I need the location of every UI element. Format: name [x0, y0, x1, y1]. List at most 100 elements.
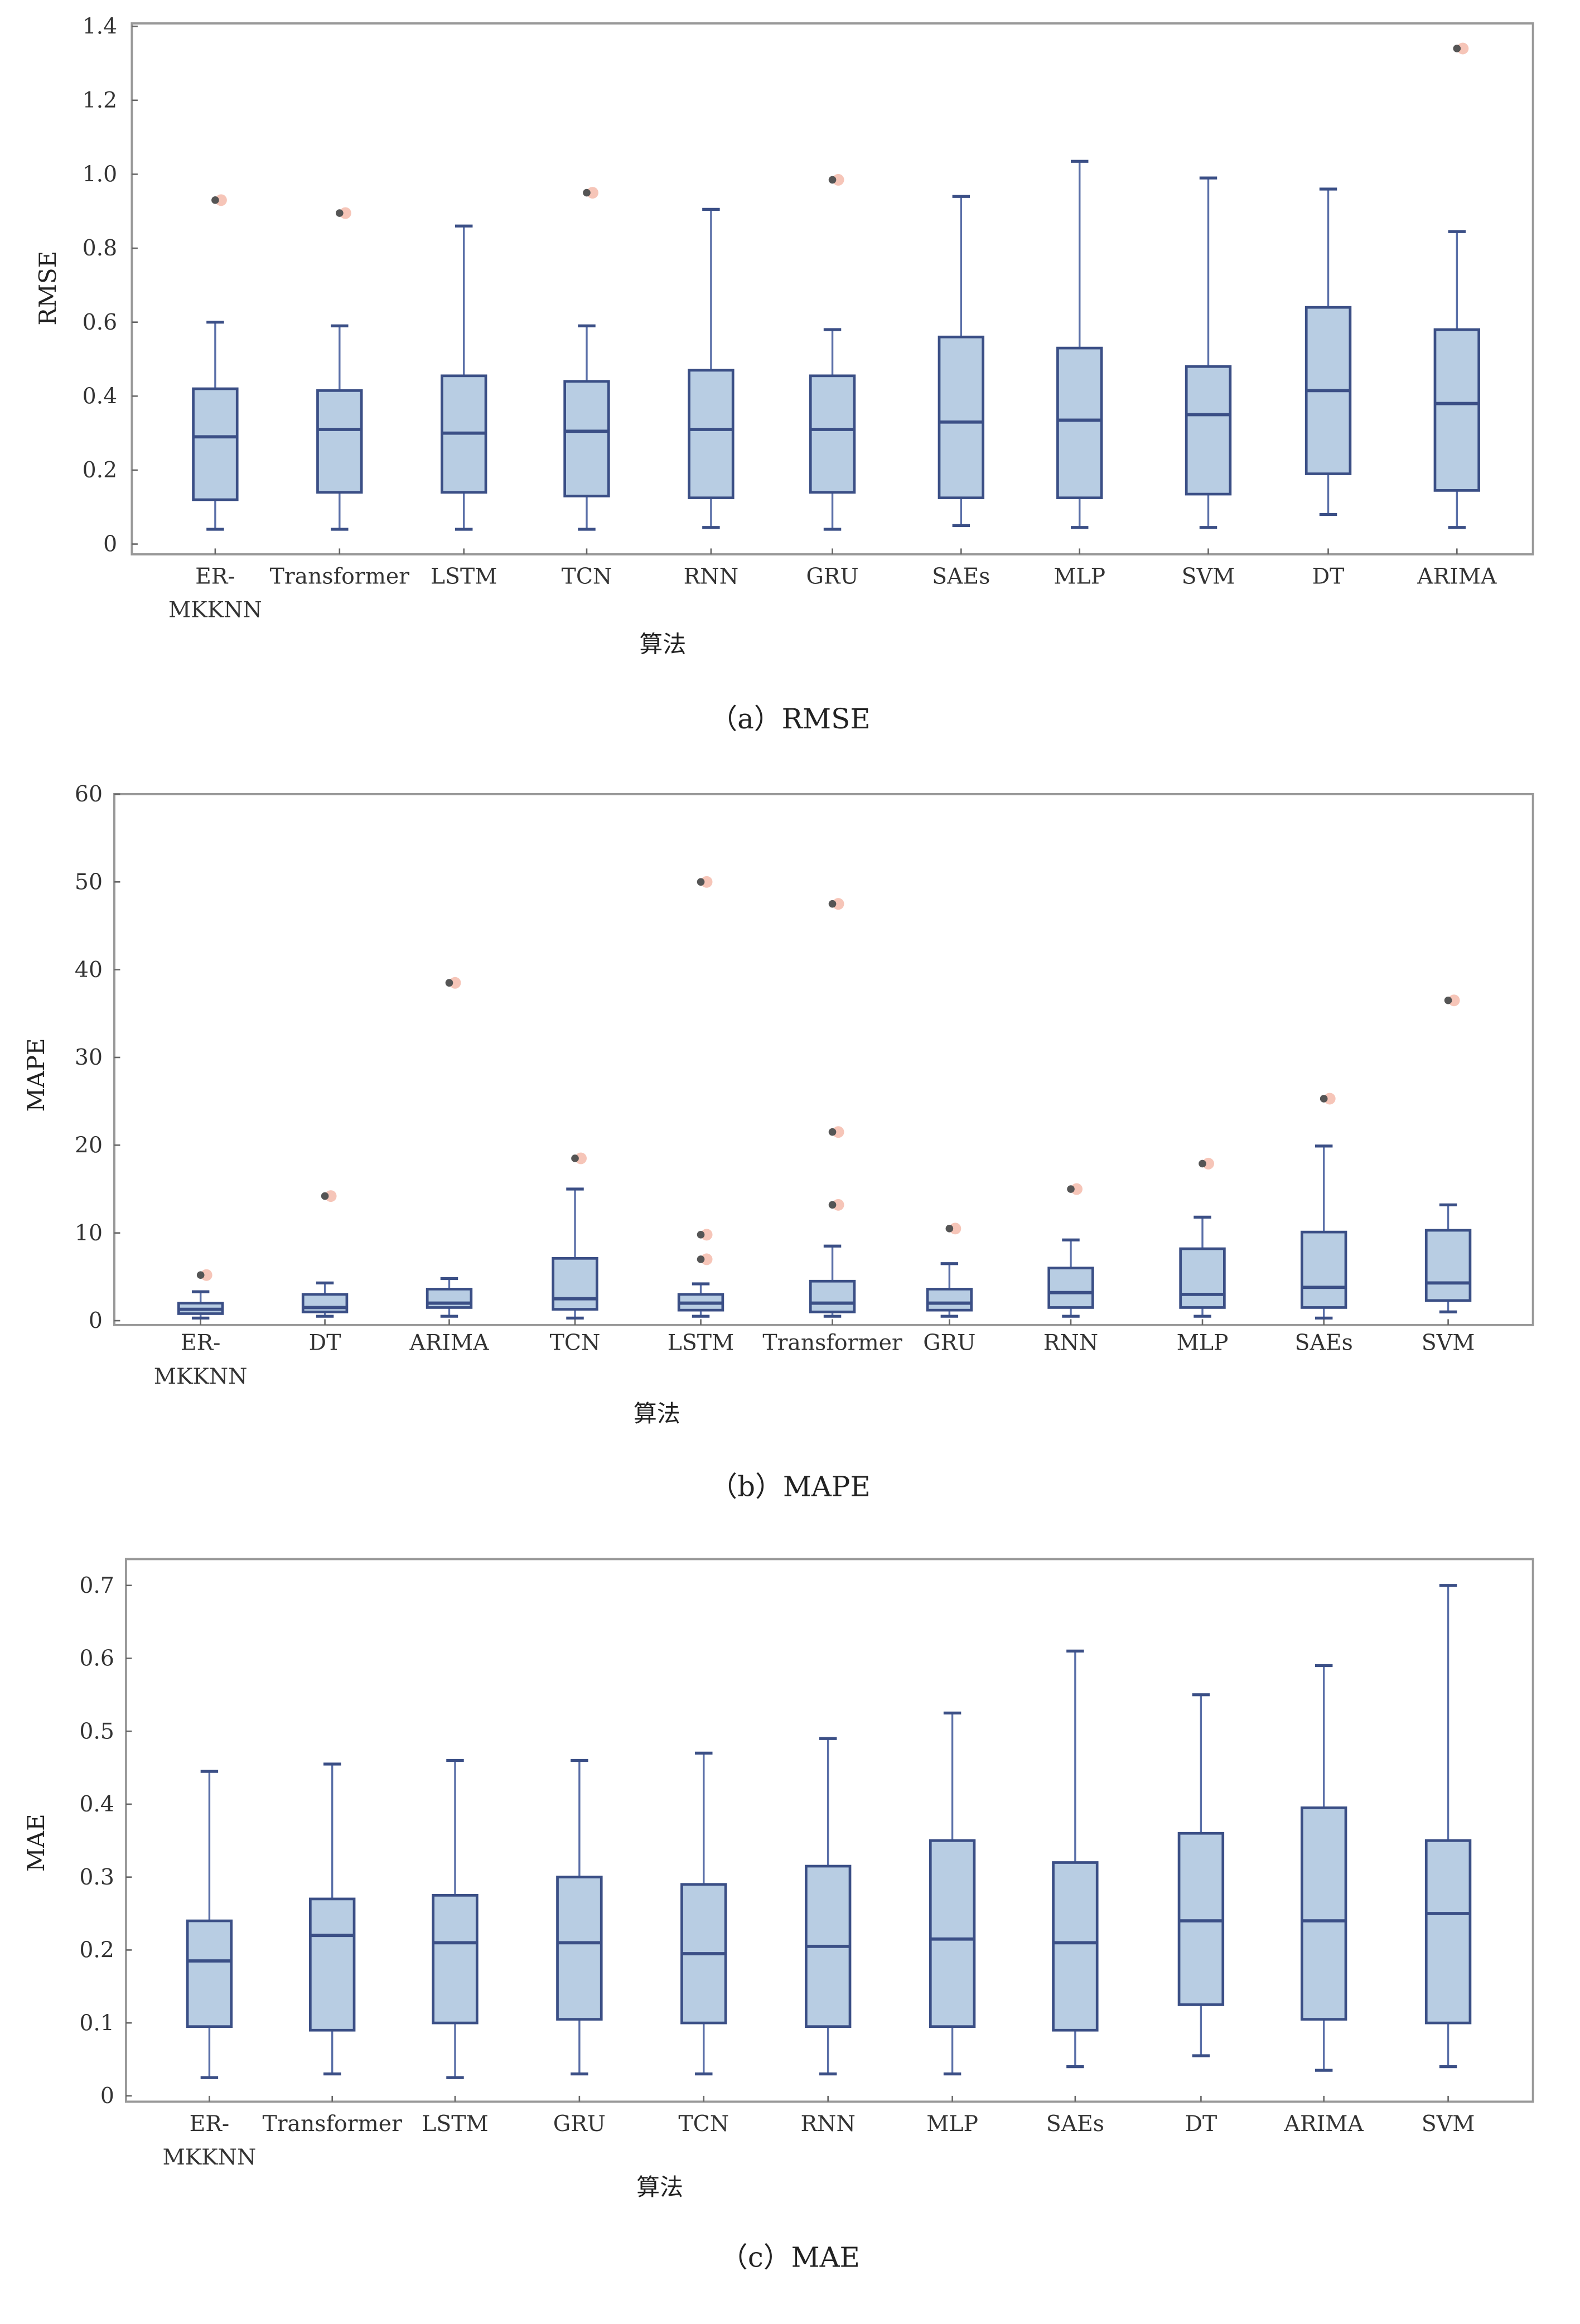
box-saes: SAEs	[932, 195, 990, 589]
outlier-halo	[700, 876, 713, 888]
outlier-point	[445, 979, 453, 987]
box-er-mkknn: ER-MKKNN	[168, 194, 262, 623]
x-tick-label: GRU	[806, 563, 858, 589]
box-lstm: LSTM	[422, 1758, 489, 2137]
outlier-point	[828, 176, 837, 184]
box-er-mkknn: ER-MKKNN	[154, 1269, 248, 1389]
x-tick-label: TCN	[562, 563, 612, 589]
iqr-box	[688, 369, 735, 500]
y-tick-label: 0.1	[79, 2010, 114, 2036]
x-tick-label: ARIMA	[409, 1330, 489, 1355]
chart-panel: 0 0.2 0.4 0.6 0.8 1.0 1.2 1.4 RMSE 算法 （a）RMSE ER-MK…	[34, 13, 1534, 735]
box-mlp: MLP	[1177, 1157, 1229, 1355]
outlier-point	[321, 1192, 329, 1200]
box-tcn: TCN	[562, 187, 612, 589]
iqr-box	[426, 1288, 473, 1309]
y-tick-label: 0	[103, 532, 117, 557]
y-tick-label: 0.7	[79, 1573, 114, 1598]
iqr-box	[1052, 1861, 1099, 2032]
y-axis-label: MAE	[22, 1814, 50, 1872]
x-tick-label: Transformer	[762, 1330, 902, 1355]
outlier-point	[1067, 1185, 1075, 1193]
chart-panel: 0 0.1 0.2 0.3 0.4 0.5 0.6 0.7 MAE 算法 （c）MAE ER-MKKN…	[22, 1558, 1534, 2274]
outlier-point	[828, 900, 837, 908]
y-tick-label: 0.6	[79, 1646, 114, 1671]
y-tick-label: 0.3	[79, 1864, 114, 1890]
iqr-box	[809, 1279, 856, 1313]
x-tick-label: MLP	[1177, 1330, 1229, 1355]
box-transformer: Transformer	[270, 207, 410, 589]
box-dt: DT	[301, 1190, 349, 1355]
box-lstm: LSTM	[431, 224, 497, 589]
outlier-halo	[832, 1126, 844, 1138]
outlier-halo	[832, 898, 844, 910]
x-tick-label: SVM	[1422, 1330, 1475, 1355]
y-tick-label: 1.0	[83, 162, 118, 187]
outlier-point	[828, 1128, 837, 1136]
outlier-point	[335, 209, 344, 217]
box-saes: SAEs	[1046, 1649, 1104, 2137]
outlier-point	[697, 1231, 705, 1239]
y-tick-label: 0.4	[79, 1791, 114, 1817]
iqr-box	[809, 374, 856, 494]
y-tick-label: 60	[75, 781, 103, 807]
iqr-box	[1424, 1839, 1472, 2025]
x-tick-label: ER-MKKNN	[168, 563, 262, 622]
box-er-mkknn: ER-MKKNN	[162, 1770, 256, 2170]
iqr-box	[1300, 1230, 1347, 1309]
outlier-halo	[1071, 1183, 1083, 1195]
box-transformer: Transformer	[262, 1762, 402, 2137]
iqr-box	[938, 335, 985, 500]
box-svm: SVM	[1422, 1584, 1475, 2137]
plot-frame	[124, 1558, 1534, 2103]
outlier-halo	[575, 1152, 587, 1165]
x-tick-label: DT	[1185, 2111, 1217, 2137]
x-tick-label: SAEs	[932, 563, 990, 589]
box-dt: DT	[1177, 1693, 1225, 2137]
iqr-box	[556, 1876, 603, 2021]
y-tick-label: 10	[75, 1220, 103, 1246]
box-transformer: Transformer	[762, 898, 902, 1355]
y-tick-label: 0.4	[83, 383, 118, 409]
y-tick-label: 1.4	[83, 13, 118, 39]
x-tick-label: ARIMA	[1417, 563, 1497, 589]
box-gru: GRU	[923, 1223, 975, 1355]
iqr-box	[192, 387, 239, 501]
iqr-box	[1179, 1247, 1226, 1309]
y-axis-label: MAPE	[22, 1038, 50, 1112]
panel-caption: （a）RMSE	[709, 703, 870, 735]
y-tick-label: 1.2	[83, 88, 118, 113]
iqr-box	[1047, 1267, 1094, 1309]
box-arima: ARIMA	[409, 977, 489, 1355]
panel-caption: （b）MAPE	[709, 1471, 870, 1503]
x-axis-label: 算法	[634, 1400, 680, 1427]
iqr-box	[186, 1919, 233, 2028]
box-saes: SAEs	[1295, 1093, 1353, 1355]
x-tick-label: RNN	[1043, 1330, 1098, 1355]
y-tick-label: 20	[75, 1132, 103, 1158]
x-tick-label: Transformer	[270, 563, 410, 589]
iqr-box	[1177, 1832, 1225, 2006]
iqr-box	[1424, 1229, 1472, 1302]
chart-panel: 0 10 20 30 40 50 60 MAPE 算法 （b）MAPE ER-MKKNN DT ARIM…	[22, 781, 1534, 1503]
y-tick-label: 50	[75, 869, 103, 895]
x-tick-label: SAEs	[1046, 2111, 1104, 2137]
outlier-point	[945, 1225, 954, 1233]
x-tick-label: TCN	[550, 1330, 601, 1355]
x-tick-label: MLP	[926, 2111, 978, 2137]
outlier-point	[1453, 45, 1461, 52]
outlier-point	[571, 1154, 579, 1162]
outlier-halo	[215, 194, 227, 206]
iqr-box	[563, 380, 610, 497]
y-tick-label: 0.6	[83, 310, 118, 335]
y-tick-label: 40	[75, 957, 103, 983]
x-tick-label: LSTM	[668, 1330, 735, 1355]
y-tick-label: 0.2	[83, 457, 118, 483]
outlier-point	[196, 1271, 205, 1279]
x-tick-label: ARIMA	[1284, 2111, 1364, 2137]
outlier-point	[211, 196, 219, 204]
outlier-halo	[1323, 1093, 1336, 1105]
box-mlp: MLP	[1054, 160, 1105, 589]
box-rnn: RNN	[684, 207, 738, 589]
